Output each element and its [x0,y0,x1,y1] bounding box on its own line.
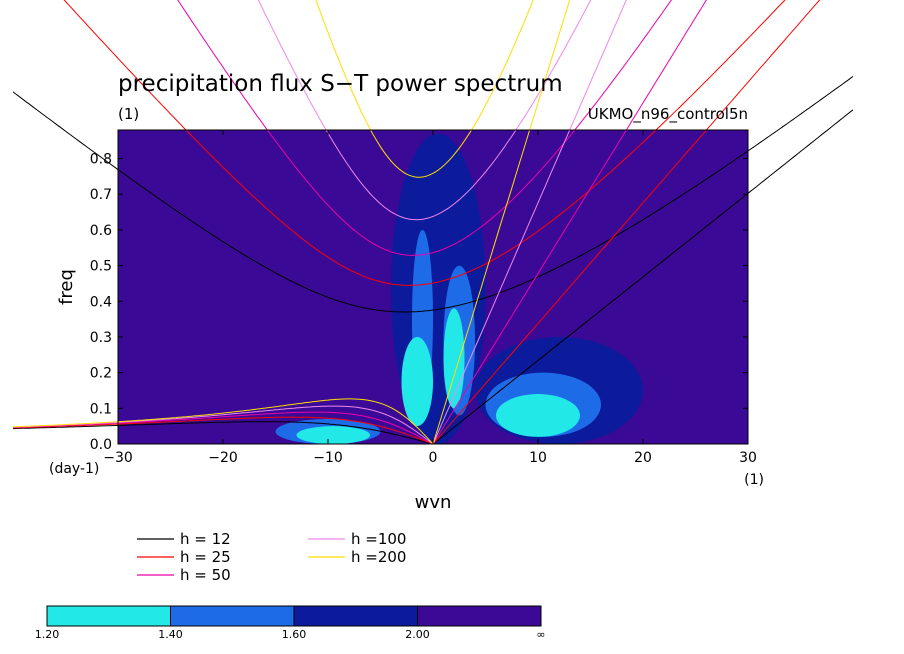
legend-label: h = 25 [180,548,231,566]
colorbar-segment [46,605,171,627]
colorbar-label: 1.20 [35,628,60,641]
dispersion-curve-ig [63,0,786,286]
power-region [443,308,465,409]
dispersion-curve-ig [315,0,534,178]
x-tick-label: −30 [103,450,133,466]
x-tick-label: 30 [739,450,757,466]
colorbar-label: 1.40 [158,628,183,641]
legend-label: h =200 [351,548,406,566]
dispersion-curve-kelvin [432,0,821,445]
y-tick-label: 0.1 [90,401,112,417]
power-region [401,336,433,427]
x-tick-label: 10 [529,450,547,466]
colorbar-segment [170,605,295,627]
dispersion-curve-rossby [12,398,434,445]
x-axis-ticks: −30 −20 −10 0 10 20 30 [103,130,757,466]
x-tick-label: −20 [208,450,238,466]
y-axis-label: freq [56,269,77,305]
colorbar-label: ∞ [536,628,545,641]
legend-label: h =100 [351,530,406,548]
dataset-label: UKMO_n96_control5n [588,105,748,124]
colorbar-segment [293,605,418,627]
x-tick-label: −10 [313,450,343,466]
legend-label: h = 50 [180,566,231,584]
x-axis-label: wvn [415,492,452,513]
power-region [296,426,370,444]
dispersion-curve-ig [257,0,592,221]
y-tick-label: 0.6 [90,223,112,239]
plot-area [118,130,748,444]
chart-title: precipitation flux S−T power spectrum [118,71,563,97]
y-tick-label: 0.3 [90,330,112,346]
colorbar-label: 1.60 [282,628,307,641]
y-tick-label: 0.0 [90,437,112,453]
dispersion-curve-kelvin [432,0,571,445]
y-tick-label: 0.5 [90,259,112,275]
dispersion-curve-rossby [12,416,434,445]
y-tick-label: 0.2 [90,366,112,382]
legend-label: h = 12 [180,530,231,548]
power-region [496,394,580,437]
x-tick-label: 20 [634,450,652,466]
colorbar-segment [417,605,542,627]
dispersion-curve-ig [12,75,854,313]
dispersion-curves [12,0,854,445]
x-units-label: (1) [744,472,764,488]
dispersion-curve-rossby [12,421,434,445]
dispersion-curve-ig [177,0,672,256]
dispersion-curve-kelvin [432,0,627,445]
y-units-label: (day-1) [49,461,99,477]
dispersion-curve-kelvin [432,109,854,445]
y-tick-label: 0.4 [90,294,112,310]
colorbar-label: 2.00 [405,628,430,641]
y-tick-label: 0.8 [90,152,112,168]
y-tick-label: 0.7 [90,187,112,203]
y-axis-ticks: 0.0 0.1 0.2 0.3 0.4 0.5 0.6 0.7 0.8 [90,152,748,453]
dispersion-curve-kelvin [432,0,707,445]
x-tick-label: 0 [429,450,438,466]
units-label: (1) [118,105,139,123]
colorbar: 1.20 1.40 1.60 2.00 ∞ [35,605,546,641]
dispersion-curve-rossby [12,411,434,445]
